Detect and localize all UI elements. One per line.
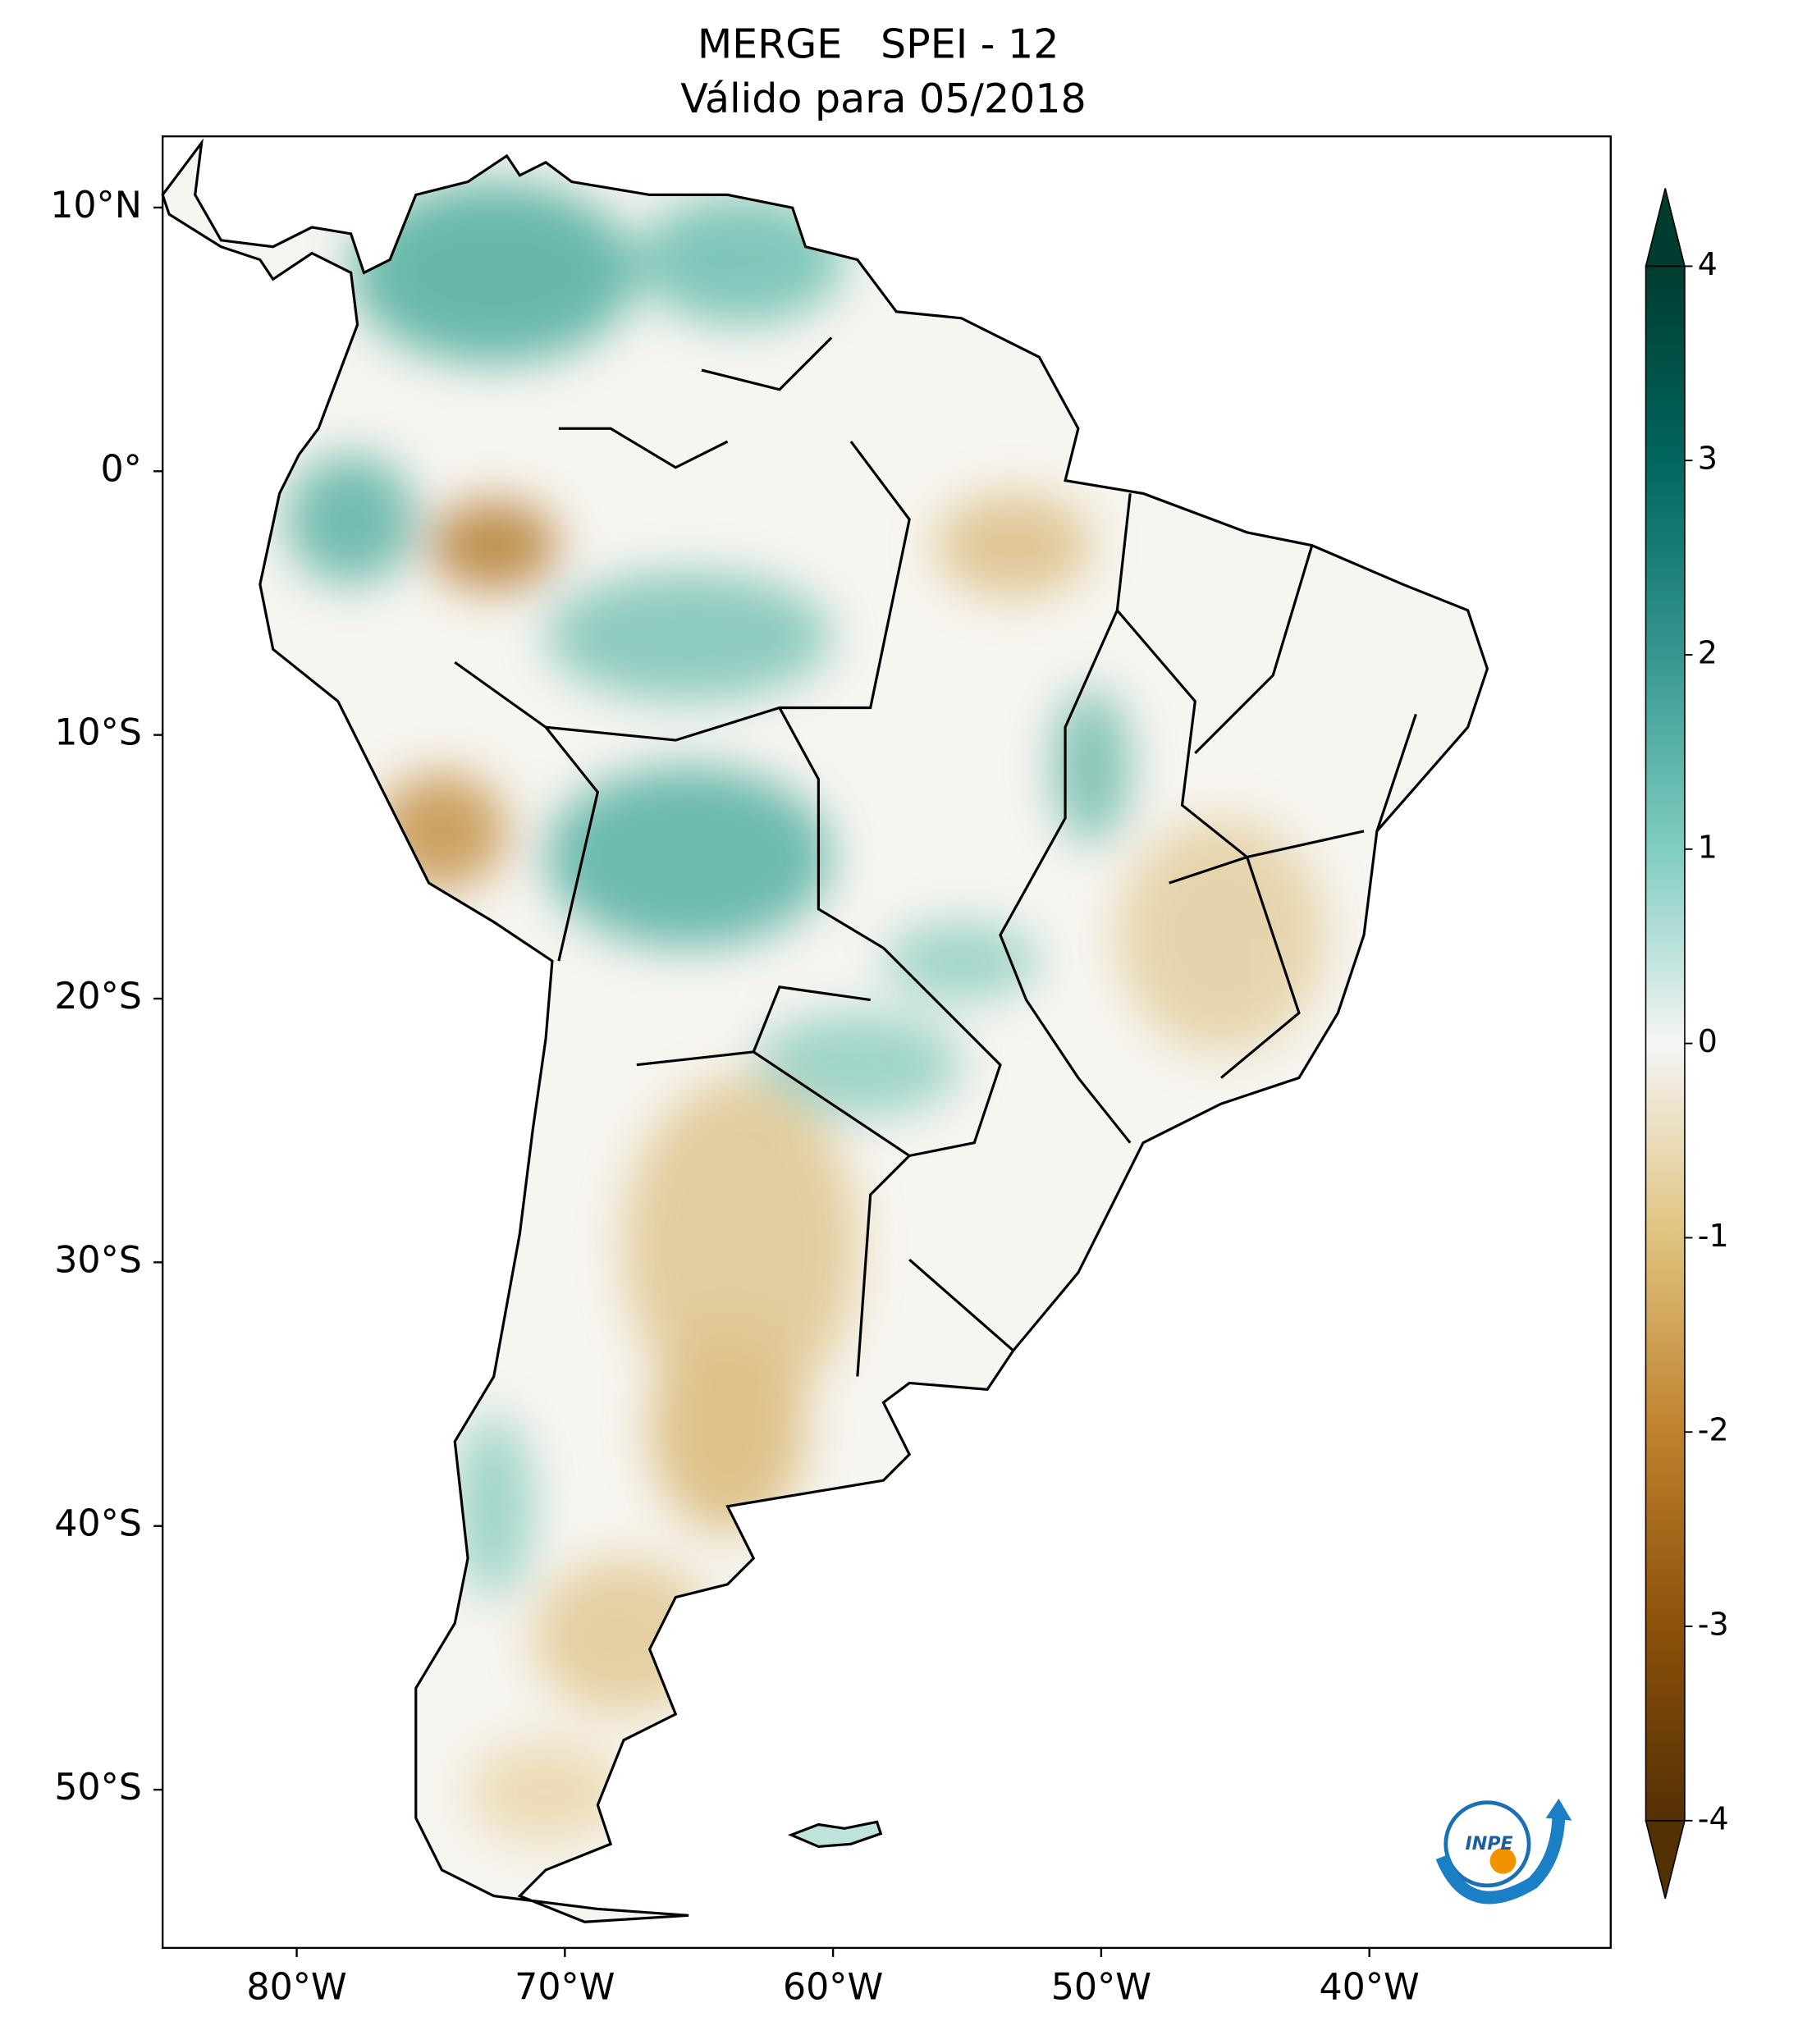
x-tick-label: 60°W (783, 1967, 883, 2009)
x-tick-label: 70°W (515, 1967, 615, 2009)
falklands (787, 1820, 883, 1849)
borders (454, 336, 1417, 1377)
subtitle: Válido para 05/2018 (680, 75, 1087, 122)
title: MERGE SPEI - 12 (698, 20, 1059, 67)
logo: INPE (1435, 1798, 1572, 1905)
y-tick-label: 30°S (54, 1239, 142, 1281)
colorbar-tick-label: -4 (1698, 1800, 1729, 1836)
colorbar (1645, 265, 1686, 1822)
colorbar-tick-label: -2 (1698, 1412, 1729, 1448)
y-tick-label: 0° (101, 448, 142, 490)
x-tick-label: 80°W (246, 1967, 346, 2009)
colorbar-tick-label: 1 (1698, 829, 1718, 865)
colorbar-tick-label: 4 (1698, 246, 1718, 282)
colorbar-tick-label: 3 (1698, 441, 1718, 477)
map-frame (161, 135, 1612, 1950)
y-tick-label: 40°S (54, 1503, 142, 1545)
logo-text: INPE (1466, 1833, 1513, 1854)
y-tick-label: 20°S (54, 976, 142, 1017)
y-tick-label: 10°N (50, 185, 142, 226)
colorbar-tick-label: 2 (1698, 635, 1718, 671)
colorbar-tick-label: -1 (1698, 1218, 1729, 1254)
y-tick-label: 50°S (54, 1767, 142, 1809)
colorbar-tick-label: 0 (1698, 1023, 1718, 1059)
x-tick-label: 50°W (1051, 1967, 1151, 2009)
colorbar-tick-label: -3 (1698, 1606, 1729, 1642)
y-tick-label: 10°S (54, 712, 142, 754)
x-tick-label: 40°W (1319, 1967, 1419, 2009)
